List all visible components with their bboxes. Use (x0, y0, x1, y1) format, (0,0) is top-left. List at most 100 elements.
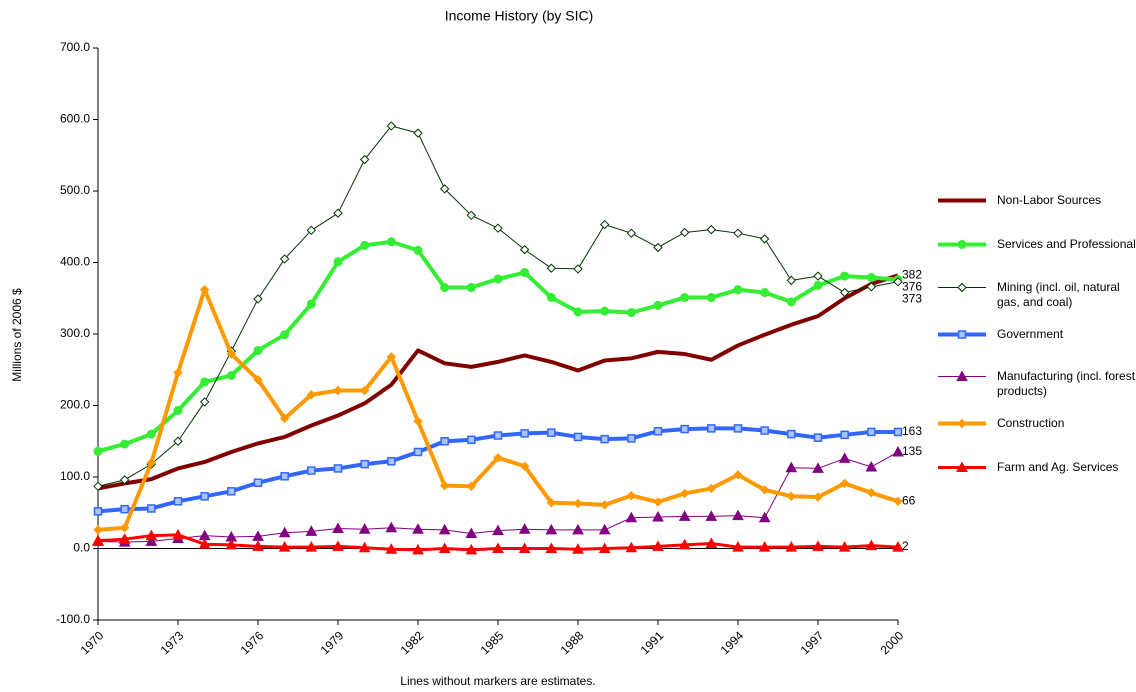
marker (200, 377, 210, 387)
marker (387, 457, 396, 466)
y-axis-label: Millions of 2006 $ (10, 288, 24, 382)
marker (278, 541, 291, 552)
series-line (97, 239, 899, 454)
series-line (97, 426, 898, 514)
marker (599, 219, 610, 230)
y-tick-label: 400.0 (60, 255, 90, 269)
marker (786, 275, 797, 286)
marker (333, 257, 343, 267)
marker (627, 434, 636, 443)
legend-item: Manufacturing (incl. forest products) (934, 369, 1136, 403)
marker (706, 224, 717, 235)
marker (678, 538, 691, 550)
marker (252, 540, 264, 551)
x-tick-label: 1997 (798, 628, 827, 657)
marker (892, 541, 904, 552)
legend-item: Farm and Ag. Services (934, 460, 1134, 494)
legend-label: Mining (incl. oil, natural gas, and coal… (997, 280, 1120, 309)
marker (678, 510, 691, 521)
marker (518, 523, 531, 534)
marker (653, 426, 663, 436)
marker (279, 413, 290, 424)
marker (360, 240, 370, 250)
marker (598, 542, 611, 553)
marker (119, 475, 130, 485)
marker (413, 245, 423, 255)
marker (385, 521, 398, 533)
marker (492, 542, 504, 553)
marker (545, 542, 558, 553)
marker (412, 523, 424, 534)
legend-key (938, 330, 986, 339)
marker (119, 523, 130, 533)
marker (518, 542, 531, 553)
x-tick-label: 1979 (318, 628, 347, 657)
marker (957, 240, 967, 249)
marker (813, 280, 823, 290)
marker (626, 308, 636, 318)
marker (838, 541, 851, 552)
marker (653, 242, 663, 253)
marker (733, 470, 743, 480)
marker (520, 429, 529, 438)
marker (280, 472, 289, 481)
marker (306, 225, 317, 236)
y-tick-label: 200.0 (60, 398, 90, 412)
marker (385, 543, 398, 554)
marker (145, 529, 158, 541)
marker (679, 227, 690, 238)
marker (733, 285, 743, 295)
note: Lines without markers are estimates. (400, 674, 595, 688)
marker (956, 461, 968, 472)
marker (412, 543, 424, 555)
marker (573, 307, 583, 317)
marker (253, 345, 263, 355)
legend-label: Manufacturing (incl. forest products) (997, 369, 1136, 398)
legend-key (938, 461, 986, 472)
y-tick-label: 700.0 (60, 40, 90, 54)
marker (547, 428, 556, 437)
marker (466, 283, 476, 293)
marker (519, 461, 530, 471)
legend-item: Government (934, 327, 1134, 361)
marker (600, 434, 609, 444)
marker (359, 385, 370, 396)
marker (573, 498, 583, 509)
legend-key (938, 198, 986, 203)
marker (626, 228, 637, 238)
end-label: 376 (902, 280, 922, 294)
marker (546, 498, 557, 508)
marker (732, 509, 744, 521)
marker (706, 483, 717, 494)
marker (598, 523, 611, 535)
marker (652, 511, 664, 522)
marker (413, 447, 423, 457)
legend-label: Construction (997, 416, 1065, 430)
marker (786, 491, 797, 502)
marker (599, 500, 610, 510)
marker (813, 433, 823, 442)
marker (465, 543, 478, 555)
marker (758, 511, 771, 523)
marker (360, 459, 369, 469)
marker (172, 528, 184, 540)
end-label: 2 (902, 539, 909, 553)
marker (253, 294, 263, 304)
marker (145, 535, 158, 546)
marker (626, 490, 637, 501)
marker (653, 300, 663, 310)
marker (840, 271, 850, 281)
legend-item: Non-Labor Sources (934, 193, 1134, 227)
marker (225, 538, 238, 550)
marker (705, 510, 718, 521)
marker (465, 527, 478, 538)
legend-key (938, 370, 986, 381)
x-tick-label: 1976 (238, 628, 267, 657)
marker (600, 306, 610, 316)
marker (866, 282, 877, 292)
marker (120, 504, 129, 514)
marker (840, 430, 849, 440)
marker (493, 274, 503, 284)
marker (440, 437, 449, 446)
marker (519, 244, 530, 255)
